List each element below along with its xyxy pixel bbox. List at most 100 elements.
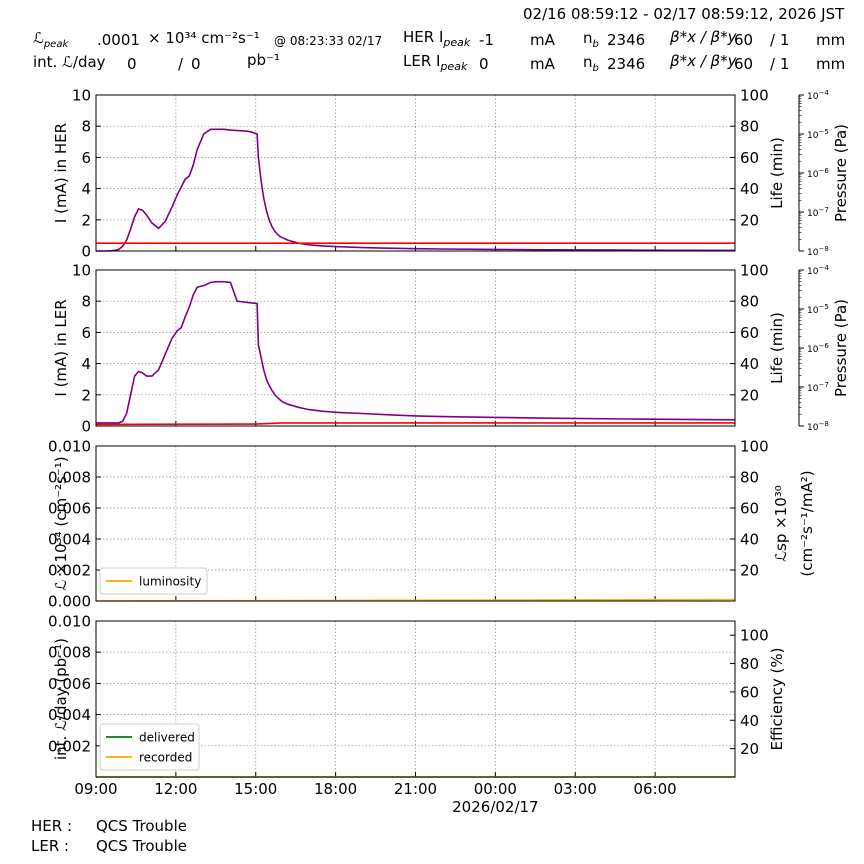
her-ytick-right-label: 100	[740, 87, 769, 105]
ler-peak-value: 0	[479, 55, 489, 73]
ler-beta-unit: mm	[816, 55, 846, 73]
luminosity-legend-label-luminosity: luminosity	[139, 575, 201, 589]
luminosity-ylabel-right-1: ℒsp ×10³⁰	[772, 485, 790, 562]
xtick-label: 21:00	[394, 780, 437, 798]
lpeak-unit: × 10³⁴ cm⁻²s⁻¹	[148, 29, 260, 47]
her-ytick-label: 8	[81, 118, 91, 136]
luminosity-ylabel: ℒ ×10³⁴ (cm⁻²s⁻¹)	[52, 456, 70, 590]
her-ytick-right-label: 20	[740, 211, 759, 229]
her-nb-value: 2346	[607, 31, 646, 49]
her-peak-label: HER Ipeak	[403, 28, 471, 49]
ler-beta-x: 60	[734, 55, 754, 73]
ler-pressure-tick-label: 10−4	[807, 264, 829, 277]
her-ylabel: I (mA) in HER	[52, 123, 70, 223]
her-beta-unit: mm	[816, 31, 846, 49]
integrated-ytick-label: 0.008	[48, 644, 91, 662]
luminosity-ytick-label: 0.006	[48, 500, 91, 518]
her-ytick-label: 6	[81, 149, 91, 167]
lpeak-label: ℒpeak	[33, 29, 69, 50]
luminosity-ytick-right-label: 80	[740, 469, 759, 487]
her-beta-label: β*x / β*y	[670, 28, 737, 46]
integrated-ylabel-right: Efficiency (%)	[768, 648, 786, 751]
integrated-ytick-label: 0.002	[48, 737, 91, 755]
integrated-legend	[99, 723, 200, 771]
integrated-ytick-right-label: 80	[740, 655, 759, 673]
ler-nb-label: nb	[583, 53, 599, 74]
her-ytick-right-label: 60	[740, 149, 759, 167]
her-ytick-label: 4	[81, 180, 91, 198]
ler-ytick-right-label: 100	[740, 262, 769, 280]
ler-pressure-tick-label: 10−8	[807, 420, 829, 433]
her-pressure-tick-label: 10−4	[807, 89, 829, 102]
her-current-line	[96, 128, 736, 252]
her-ytick-right-label: 80	[740, 118, 759, 136]
ler-ylabel: I (mA) in LER	[52, 299, 70, 396]
her-peak-unit: mA	[530, 31, 555, 49]
xtick-label: 18:00	[314, 780, 357, 798]
luminosity-ytick-label: 0.002	[48, 562, 91, 580]
her-pressure-tick-label: 10−6	[807, 167, 829, 180]
integrated-legend-label-delivered: delivered	[139, 731, 195, 745]
ler-ytick-right-label: 60	[740, 324, 759, 342]
int-lum-slash: /	[178, 55, 184, 73]
ler-status: QCS Trouble	[96, 837, 187, 855]
ler-beta-y: / 1	[770, 55, 790, 73]
her-pressure-tick-label: 10−5	[807, 128, 829, 141]
ler-frame	[95, 269, 736, 427]
integrated-ytick-right-label: 40	[740, 712, 759, 730]
luminosity-legend	[99, 567, 208, 595]
ler-nb-value: 2346	[607, 55, 646, 73]
ler-pressure-tick-label: 10−5	[807, 303, 829, 316]
ler-ytick-label: 0	[81, 418, 91, 436]
time-range: 02/16 08:59:12 - 02/17 08:59:12, 2026 JS…	[523, 5, 845, 23]
lpeak-time: @ 08:23:33 02/17	[274, 34, 383, 48]
ler-status-label: LER :	[31, 837, 70, 855]
ler-peak-unit: mA	[530, 55, 555, 73]
luminosity-ylabel-right-2: (cm⁻²s⁻¹/mA²)	[798, 470, 816, 576]
luminosity-ytick-right-label: 100	[740, 438, 769, 456]
ler-ytick-label: 6	[81, 324, 91, 342]
integrated-legend-label-recorded: recorded	[139, 751, 192, 765]
xtick-label: 09:00	[74, 780, 117, 798]
her-ytick-label: 2	[81, 211, 91, 229]
ler-ytick-label: 2	[81, 386, 91, 404]
integrated-ytick-label: 0.004	[48, 706, 91, 724]
ler-ytick-right-label: 20	[740, 386, 759, 404]
ler-pressure-tick-label: 10−6	[807, 342, 829, 355]
ler-ytick-label: 10	[72, 262, 91, 280]
ler-beta-label: β*x / β*y	[670, 52, 737, 70]
her-pressure-tick-label: 10−8	[807, 245, 829, 258]
luminosity-frame	[95, 445, 736, 602]
her-ylabel-pressure: Pressure (Pa)	[832, 124, 850, 222]
integrated-ytick-right-label: 20	[740, 740, 759, 758]
int-lum-value2: 0	[191, 55, 201, 73]
integrated-ytick-right-label: 100	[740, 627, 769, 645]
luminosity-ytick-label: 0.004	[48, 531, 91, 549]
her-ylabel-right: Life (min)	[768, 137, 786, 209]
her-pressure-tick-label: 10−7	[807, 206, 829, 219]
luminosity-ytick-right-label: 40	[740, 531, 759, 549]
xtick-label: 00:00	[474, 780, 517, 798]
x-date-label: 2026/02/17	[452, 798, 538, 816]
ler-ytick-right-label: 80	[740, 293, 759, 311]
ler-ylabel-pressure: Pressure (Pa)	[832, 299, 850, 397]
xtick-label: 15:00	[234, 780, 277, 798]
luminosity-ytick-label: 0.010	[48, 438, 91, 456]
her-ytick-label: 10	[72, 87, 91, 105]
int-lum-unit: pb⁻¹	[247, 51, 280, 69]
integrated-ytick-label: 0.006	[48, 675, 91, 693]
xtick-label: 06:00	[634, 780, 677, 798]
ler-pressure-tick-label: 10−7	[807, 381, 829, 394]
her-nb-label: nb	[583, 29, 599, 50]
her-status: QCS Trouble	[96, 817, 187, 835]
xtick-label: 03:00	[554, 780, 597, 798]
ler-ytick-label: 4	[81, 355, 91, 373]
integrated-ylabel: int. ℒ/day (pb⁻¹)	[52, 638, 70, 760]
integrated-ytick-right-label: 60	[740, 683, 759, 701]
xtick-label: 12:00	[154, 780, 197, 798]
int-lum-label: int. ℒ/day	[33, 53, 106, 71]
luminosity-ytick-right-label: 20	[740, 562, 759, 580]
her-peak-value: -1	[479, 31, 494, 49]
luminosity-ytick-label: 0.008	[48, 469, 91, 487]
